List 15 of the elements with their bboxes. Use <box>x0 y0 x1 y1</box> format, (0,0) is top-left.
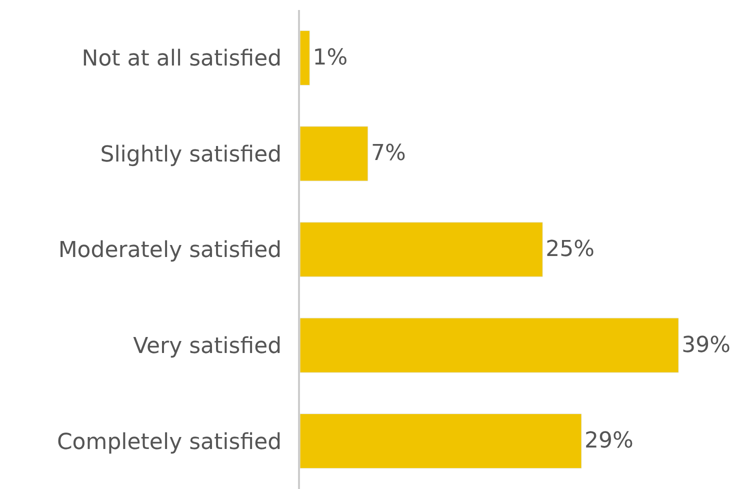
bar <box>300 222 543 278</box>
data-label: 39% <box>682 332 730 358</box>
bar <box>300 30 310 86</box>
bar <box>300 414 582 469</box>
y-tick-label: Completely satisfied <box>56 430 282 455</box>
y-tick-label: Not at all satisfied <box>82 46 282 72</box>
data-label: 25% <box>546 237 595 262</box>
y-tick-label: Very satisfied <box>133 334 282 359</box>
y-tick-label: Moderately satisfied <box>58 238 282 264</box>
bar <box>300 126 368 182</box>
data-label: 29% <box>584 428 634 454</box>
data-label: 7% <box>370 141 406 166</box>
data-label: 1% <box>312 45 348 70</box>
y-tick-label: Slightly satisfied <box>100 142 282 168</box>
bar <box>300 318 679 373</box>
